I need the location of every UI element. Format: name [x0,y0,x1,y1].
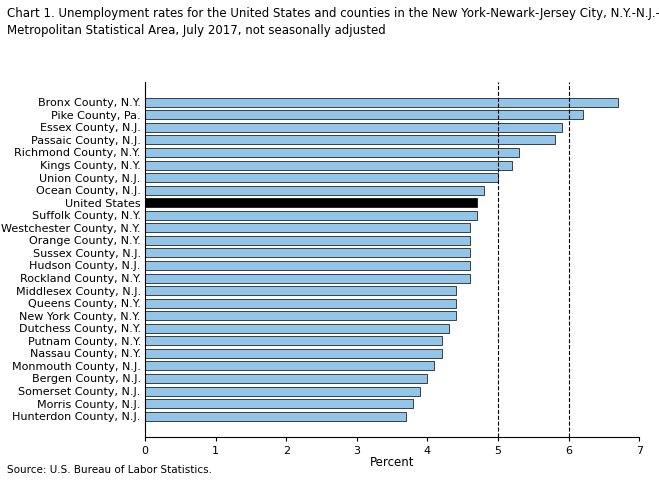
Bar [145,198,477,207]
Bar [145,123,561,132]
Bar [145,135,554,144]
Bar [145,274,470,283]
Bar [145,186,484,195]
Text: Source: U.S. Bureau of Labor Statistics.: Source: U.S. Bureau of Labor Statistics. [7,465,212,475]
Bar [145,223,470,232]
Bar [145,261,470,270]
Bar [145,173,498,182]
Bar [145,236,470,245]
Bar [145,399,413,408]
Bar [145,110,583,120]
Bar [145,98,618,107]
Bar [145,160,512,169]
Bar [145,361,434,371]
Bar [145,299,455,308]
Bar [145,349,442,358]
Bar [145,211,477,220]
Bar [145,374,428,383]
Bar [145,412,406,420]
X-axis label: Percent: Percent [370,456,415,469]
Bar [145,148,519,157]
Bar [145,336,442,345]
Bar [145,249,470,257]
Text: Chart 1. Unemployment rates for the United States and counties in the New York-N: Chart 1. Unemployment rates for the Unit… [7,7,659,37]
Bar [145,311,455,320]
Bar [145,386,420,396]
Bar [145,286,455,295]
Bar [145,324,449,333]
